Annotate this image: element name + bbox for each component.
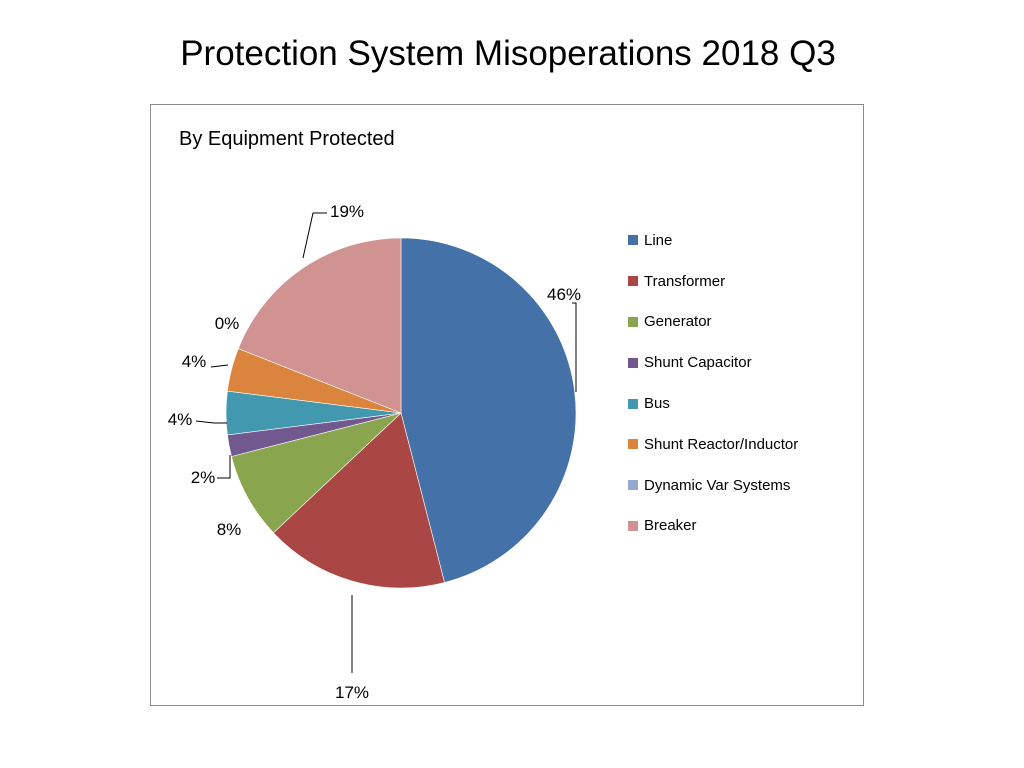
legend-swatch	[628, 235, 638, 246]
leader-line-shunt-reactor-inductor	[210, 364, 229, 368]
pie-slice-line	[400, 237, 577, 583]
legend-item-shunt-reactor-inductor: Shunt Reactor/Inductor	[628, 424, 798, 465]
legend-label: Transformer	[644, 272, 726, 290]
legend-label: Line	[644, 231, 673, 249]
legend-label: Shunt Reactor/Inductor	[644, 435, 799, 453]
legend-item-shunt-capacitor: Shunt Capacitor	[628, 342, 798, 383]
data-label-generator: 8%	[217, 520, 242, 539]
data-label-transformer: 17%	[335, 683, 369, 702]
chart-area: By Equipment Protected 46% 17% 8% 2% 4% 4% 0% 1…	[150, 104, 864, 706]
legend-swatch	[628, 316, 638, 327]
data-label-bus: 4%	[168, 410, 193, 429]
data-label-dynamic-var-systems: 0%	[215, 314, 240, 333]
legend-swatch	[628, 276, 638, 287]
pie-chart: 46% 17% 8% 2% 4% 4% 0% 19%	[168, 202, 581, 702]
legend-swatch	[628, 398, 638, 409]
data-label-shunt-capacitor: 2%	[191, 468, 216, 487]
legend-swatch	[628, 439, 638, 450]
leader-line-shunt-capacitor	[217, 455, 231, 479]
legend-item-generator: Generator	[628, 302, 798, 343]
leader-line-bus	[195, 420, 227, 424]
legend-swatch	[628, 357, 638, 368]
legend-item-transformer: Transformer	[628, 261, 798, 302]
data-label-line: 46%	[547, 285, 581, 304]
legend-item-dynamic-var-systems: Dynamic Var Systems	[628, 465, 798, 506]
legend-label: Shunt Capacitor	[644, 354, 752, 372]
chart-title: By Equipment Protected	[179, 128, 395, 150]
legend-label: Generator	[644, 313, 712, 331]
leader-line-breaker	[302, 212, 327, 259]
legend-item-bus: Bus	[628, 383, 798, 424]
leader-line-line	[572, 302, 577, 392]
pie-slice-breaker	[237, 237, 402, 414]
page-title: Protection System Misoperations 2018 Q3	[180, 34, 836, 73]
legend-label: Breaker	[644, 517, 697, 535]
legend-swatch	[628, 480, 638, 491]
data-label-breaker: 19%	[330, 202, 364, 221]
data-label-shunt-reactor-inductor: 4%	[182, 352, 207, 371]
legend-swatch	[628, 520, 638, 531]
legend-label: Bus	[644, 395, 670, 413]
chart-legend: Line Transformer Generator Shunt Capacitor B…	[628, 220, 798, 546]
legend-item-breaker: Breaker	[628, 506, 798, 547]
legend-item-line: Line	[628, 220, 798, 261]
pie-slice-transformer	[273, 412, 445, 589]
legend-label: Dynamic Var Systems	[644, 476, 791, 494]
